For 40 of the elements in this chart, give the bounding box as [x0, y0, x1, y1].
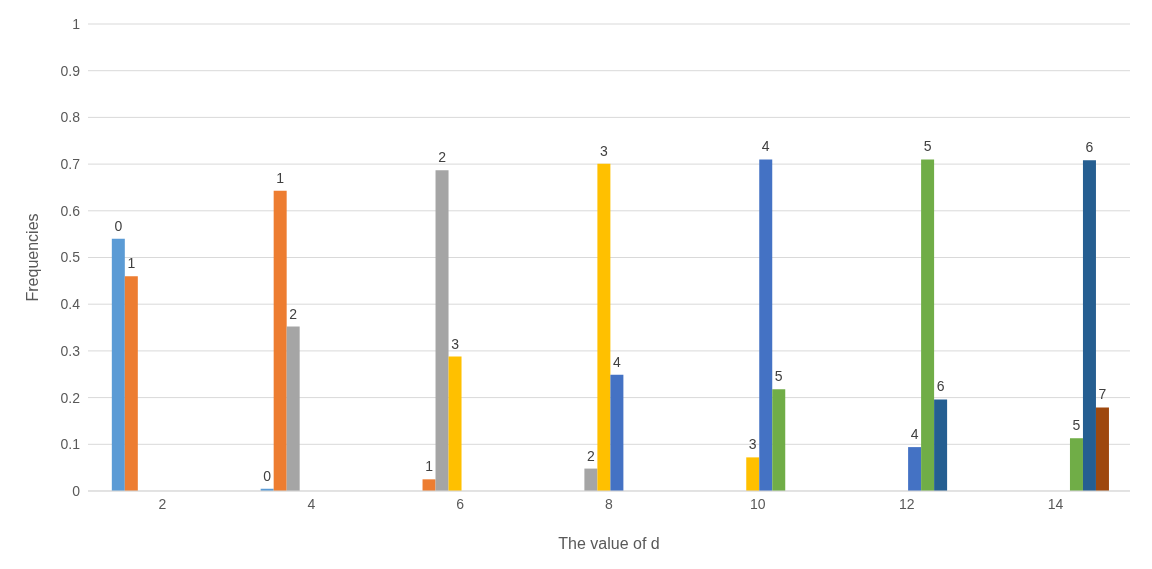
series-label: 6: [936, 378, 945, 395]
text: 1: [276, 169, 285, 186]
x-tick-label: 2: [158, 495, 167, 512]
y-tick-label: 0.8: [60, 109, 81, 126]
series-label: 5: [774, 368, 783, 385]
y-tick-label: 0.5: [60, 249, 81, 266]
category-label: 2: [586, 447, 595, 464]
y-tick-label: 0.3: [60, 342, 81, 359]
category-label: 4: [761, 138, 770, 155]
series-label: 4: [612, 353, 621, 370]
text: 5: [1072, 417, 1081, 434]
series-label: 7: [1098, 386, 1107, 403]
x-tick-label: 4: [307, 495, 316, 512]
x-tick-label: 12: [898, 495, 915, 512]
y-tick-label: 0.4: [60, 296, 81, 313]
category-label: 2: [438, 149, 446, 166]
x-tick-label: 14: [1047, 495, 1064, 512]
y-axis-title: Frequencies: [23, 213, 41, 302]
text: 0: [263, 467, 272, 484]
x-tick-label: 10: [750, 495, 766, 512]
category-label: 6: [1085, 139, 1094, 156]
series-label: 3: [451, 335, 460, 352]
series-label: 0: [114, 217, 123, 234]
y-tick-label: 0.2: [60, 389, 81, 406]
y-tick-label: 0.1: [60, 436, 81, 453]
text: 5: [923, 138, 932, 155]
series-label: 1: [127, 255, 136, 272]
category-label: 4: [910, 426, 919, 443]
y-tick-label: 0.9: [60, 62, 81, 79]
x-tick-label: 8: [605, 495, 614, 512]
y-tick-label: 0.7: [60, 156, 81, 173]
x-tick-label: 6: [456, 495, 465, 512]
y-tick-label: 1: [72, 15, 81, 32]
text: 3: [748, 436, 757, 453]
text: 1: [425, 458, 433, 475]
series-label: 2: [289, 305, 298, 322]
y-tick-label: 0.6: [60, 202, 81, 219]
text: 3: [599, 142, 608, 159]
y-tick-label: 0: [72, 482, 81, 499]
x-axis-title: The value of d: [558, 535, 660, 552]
